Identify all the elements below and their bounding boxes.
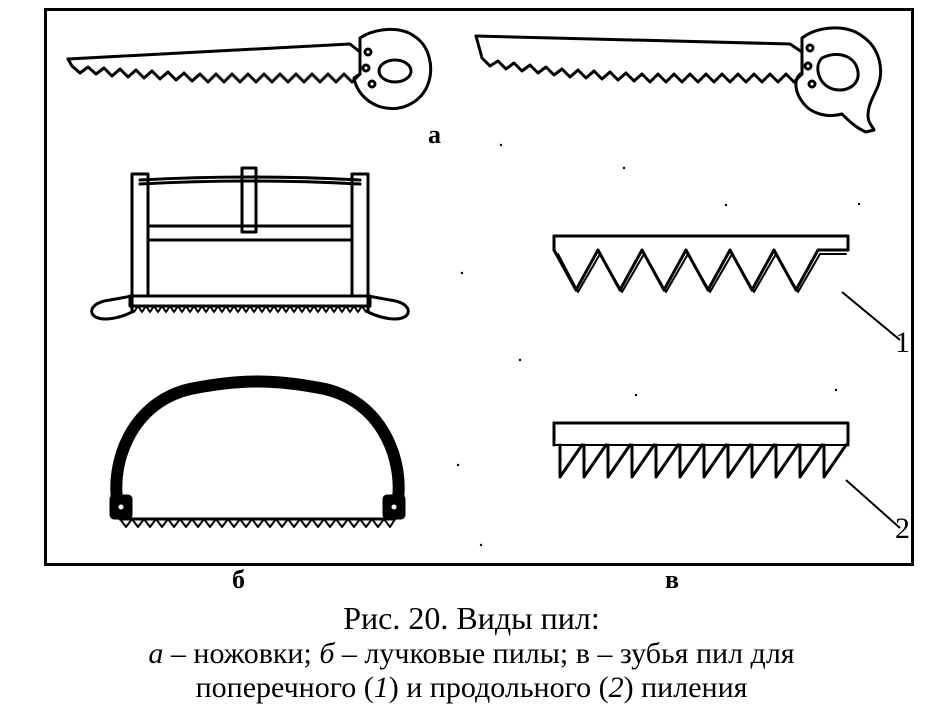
frame-saw xyxy=(80,160,420,335)
handsaw-left xyxy=(60,24,440,124)
legend-b-text: – лучковые пилы; в – зубья пил для xyxy=(334,637,794,670)
label-a: а xyxy=(428,120,441,150)
legend2-end: ) пиления xyxy=(624,671,748,704)
legend-a-letter: а xyxy=(148,637,163,670)
teeth-ripcut xyxy=(548,415,858,510)
teeth-crosscut xyxy=(548,230,858,325)
bow-saw xyxy=(100,375,415,540)
figure-page: а xyxy=(0,0,943,722)
legend-a-text: – ножовки; xyxy=(163,637,319,670)
caption-legend-1: а – ножовки; б – лучковые пилы; в – зубь… xyxy=(0,637,943,671)
caption-legend-2: поперечного (1) и продольного (2) пилени… xyxy=(0,671,943,705)
legend2-n1: 1 xyxy=(374,671,389,704)
label-v: в xyxy=(665,565,679,595)
caption-title: Рис. 20. Виды пил: xyxy=(0,600,943,637)
legend-b-letter: б xyxy=(319,637,334,670)
figure-caption: Рис. 20. Виды пил: а – ножовки; б – лучк… xyxy=(0,600,943,705)
label-b: б xyxy=(232,565,245,595)
number-1: 1 xyxy=(895,326,910,360)
legend2-pre: поперечного ( xyxy=(196,671,374,704)
legend2-mid: ) и продольного ( xyxy=(389,671,609,704)
number-2: 2 xyxy=(895,512,910,546)
legend2-n2: 2 xyxy=(609,671,624,704)
handsaw-right xyxy=(470,20,900,135)
